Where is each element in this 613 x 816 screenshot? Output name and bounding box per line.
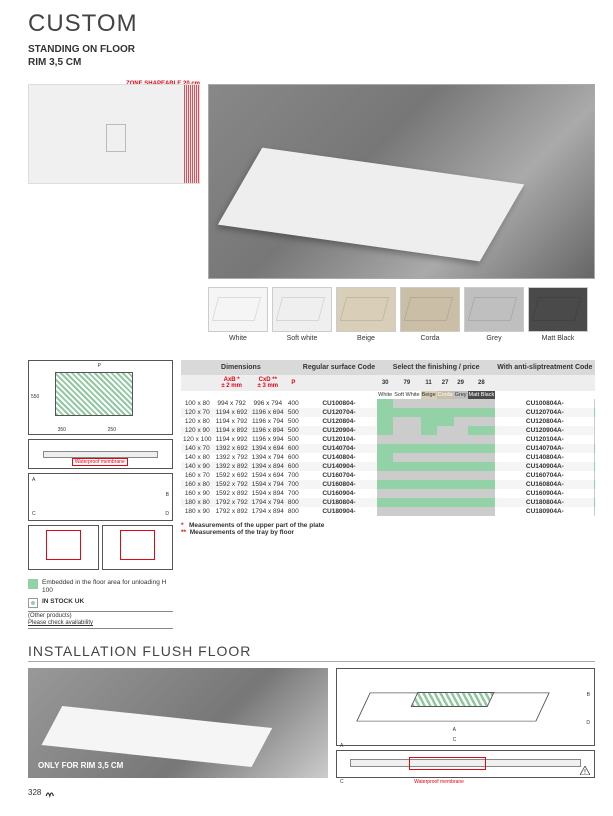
swatch: Soft white — [272, 287, 332, 342]
table-row: 180 x 801792 x 7921794 x 794800CU180804-… — [181, 498, 595, 507]
table-row: 120 x 901194 x 8921196 x 894500CU120904-… — [181, 426, 595, 435]
install-title: INSTALLATION FLUSH FLOOR — [28, 643, 595, 662]
swatch: Grey — [464, 287, 524, 342]
swatch-row: WhiteSoft whiteBeigeCordaGreyMatt Black — [208, 287, 595, 342]
swatch: Matt Black — [528, 287, 588, 342]
table-row: 160 x 801592 x 7921594 x 794700CU160804-… — [181, 480, 595, 489]
table-row: 100 x 80994 x 792996 x 794400CU100804-CU… — [181, 399, 595, 408]
swatch: White — [208, 287, 268, 342]
section-diagram-3: Waterproof membrane A C — [336, 750, 595, 778]
table-row: 140 x 801392 x 7921394 x 794600CU140804-… — [181, 453, 595, 462]
swatch: Beige — [336, 287, 396, 342]
table-row: 140 x 901392 x 8921394 x 894600CU140904-… — [181, 462, 595, 471]
legend-stock: IN STOCK UK — [28, 598, 173, 608]
legend-other: (Other products) Please check availabili… — [28, 611, 173, 629]
warning-icon — [580, 766, 590, 775]
page-title: CUSTOM — [28, 10, 595, 38]
logo-icon — [45, 788, 57, 798]
drain-diagram-b — [102, 525, 173, 570]
table-row: 160 x 901592 x 8921594 x 894700CU160904-… — [181, 489, 595, 498]
plan-diagram: P 550 350 250 — [28, 360, 173, 435]
table-row: 120 x 701194 x 6921196 x 694500CU120704-… — [181, 408, 595, 417]
table-notes: * Measurements of the upper part of the … — [181, 522, 595, 536]
hero-image — [208, 84, 595, 279]
spec-table: Dimensions Regular surface Code Select t… — [181, 360, 595, 516]
drain-diagram-a — [28, 525, 99, 570]
swatch: Corda — [400, 287, 460, 342]
table-row: 160 x 701592 x 6921594 x 694700CU160704-… — [181, 471, 595, 480]
table-row: 120 x 801194 x 7921196 x 794500CU120804-… — [181, 417, 595, 426]
table-row: 140 x 701392 x 6921394 x 694600CU140704-… — [181, 444, 595, 453]
section-diagram-2: A C B D — [28, 473, 173, 521]
install-image: ONLY FOR RIM 3,5 CM — [28, 668, 328, 778]
legend-embedded: Embedded in the floor area for unloading… — [28, 579, 173, 595]
table-row: 120 x 1001194 x 9921196 x 994500CU120104… — [181, 435, 595, 444]
iso-diagram: B D A C — [336, 668, 595, 746]
hero-small-image — [28, 84, 200, 184]
subtitle: STANDING ON FLOORRIM 3,5 CM — [28, 43, 595, 69]
section-diagram-1: Waterproof membrane — [28, 439, 173, 469]
page-footer: 328 — [28, 788, 595, 798]
table-row: 180 x 901792 x 8921794 x 894800CU180904-… — [181, 507, 595, 516]
